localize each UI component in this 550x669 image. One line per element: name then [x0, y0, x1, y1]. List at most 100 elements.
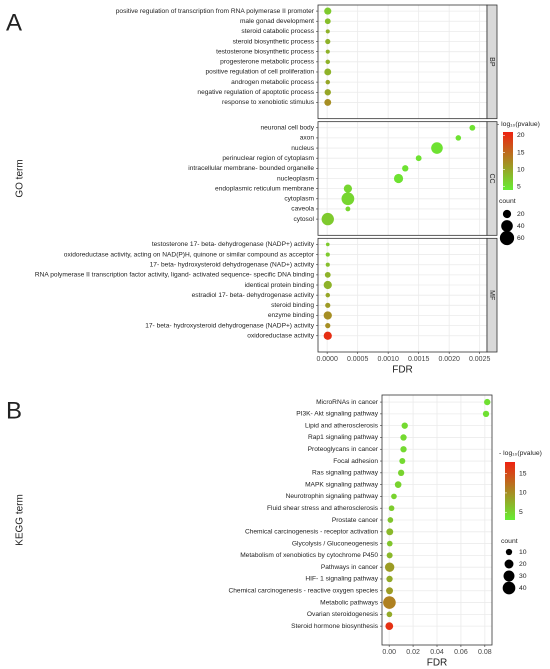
term-label: response to xenobiotic stimulus: [222, 99, 315, 106]
bubble: [386, 528, 394, 536]
bubble: [325, 38, 331, 45]
bubble: [383, 596, 396, 609]
term-label: oxidoreductase activity, acting on NAD(P…: [64, 251, 315, 258]
bubble: [400, 434, 407, 441]
size-key: [504, 559, 514, 569]
term-label: perinuclear region of cytoplasm: [222, 155, 314, 162]
bubble: [394, 481, 402, 488]
bubble: [387, 517, 394, 523]
facet-strip: [486, 4, 498, 120]
x-axis-title: FDR: [392, 365, 413, 376]
term-label: cytoplasm: [284, 196, 314, 203]
term-label: Prostate cancer: [332, 517, 379, 524]
term-label: PI3K- Akt signaling pathway: [296, 411, 378, 418]
facet-strip: [486, 237, 498, 353]
bubble: [343, 184, 353, 193]
term-label: MicroRNAs in cancer: [316, 399, 379, 406]
term-label: progesterone metabolic process: [220, 59, 315, 66]
term-label: oxidoreductase activity: [247, 333, 314, 340]
x-tick-label: 0.0005: [347, 356, 369, 363]
x-tick-label: 0.08: [478, 649, 492, 656]
term-label: intracellular membrane- bounded organell…: [188, 165, 314, 172]
term-label: Steroid hormone biosynthesis: [291, 623, 379, 630]
bubble: [455, 135, 462, 141]
term-label: Chemical carcinogenesis - receptor activ…: [245, 529, 378, 536]
bubble: [324, 89, 331, 96]
legend-tick-label: 15: [519, 470, 527, 477]
bubble: [401, 422, 408, 429]
bubble: [325, 252, 330, 257]
size-key: [502, 581, 516, 595]
term-label: caveola: [291, 206, 314, 213]
panel-label: A: [6, 9, 22, 36]
color-bar: [503, 132, 513, 190]
term-label: cytosol: [293, 216, 314, 223]
term-label: male gonad development: [240, 18, 314, 25]
bubble: [325, 59, 331, 65]
bubble: [323, 280, 332, 290]
bubble: [484, 398, 491, 406]
bubble: [325, 79, 331, 85]
term-label: steroid catabolic process: [241, 28, 314, 35]
bubble: [397, 469, 405, 476]
legend-tick-label: 20: [517, 211, 525, 218]
term-label: Glycolysis / Gluconeogenesis: [292, 540, 379, 547]
size-key: [502, 209, 512, 219]
bubble: [388, 505, 395, 512]
bubble: [386, 587, 393, 595]
bubble: [386, 552, 393, 559]
term-label: Chemical carcinogenesis - reactive oxyge…: [228, 588, 378, 595]
bubble: [324, 98, 332, 106]
term-label: testosterone 17- beta- dehydrogenase (NA…: [152, 241, 315, 248]
bubble: [324, 271, 331, 278]
x-tick-label: 0.00: [382, 649, 396, 656]
bubble: [323, 331, 332, 340]
bubble: [324, 18, 331, 25]
x-tick-label: 0.04: [430, 649, 444, 656]
bubble: [325, 302, 331, 308]
term-label: enzyme binding: [268, 312, 315, 319]
color-bar: [505, 462, 515, 520]
legend-tick-label: 40: [517, 223, 525, 230]
term-label: 17- beta- hydroxysteroid dehydrogenase (…: [150, 261, 315, 268]
bubble: [325, 29, 330, 34]
bubble: [391, 493, 397, 500]
legend-title: - log₁₀(pvalue): [497, 121, 540, 128]
term-label: estradiol 17- beta- dehydrogenase activi…: [192, 292, 315, 299]
bubble: [400, 446, 407, 453]
legend-tick-label: 5: [517, 183, 521, 190]
term-label: Metabolic pathways: [320, 599, 379, 606]
term-label: identical protein binding: [245, 282, 315, 289]
term-label: Proteoglycans in cancer: [308, 446, 379, 453]
bubble: [386, 540, 393, 547]
size-key: [503, 570, 515, 582]
bubble: [321, 212, 334, 226]
term-label: Neurotrophin signaling pathway: [286, 493, 379, 500]
size-key: [505, 548, 513, 556]
term-label: endoplasmic reticulum membrane: [215, 185, 314, 192]
term-label: HIF- 1 signaling pathway: [305, 576, 378, 583]
term-label: 17- beta- hydroxysteroid dehydrogenase (…: [145, 322, 314, 329]
term-label: nucleoplasm: [277, 175, 315, 182]
bubble: [399, 458, 406, 465]
term-label: Metabolism of xenobiotics by cytochrome …: [240, 552, 378, 559]
term-label: steroid biosynthetic process: [233, 38, 315, 45]
term-label: axon: [300, 135, 315, 142]
bubble: [431, 142, 443, 154]
bubble: [482, 410, 490, 418]
legend-tick-label: 10: [519, 549, 527, 556]
legend-tick-label: 5: [519, 509, 523, 516]
bubble: [469, 124, 476, 131]
legend-title: count: [501, 538, 518, 545]
bubble: [325, 323, 331, 329]
bubble: [385, 622, 394, 631]
legend-tick-label: 40: [519, 585, 527, 592]
bubble: [324, 68, 332, 76]
bubble: [325, 242, 330, 247]
legend-tick-label: 20: [517, 132, 525, 139]
legend-tick-label: 10: [517, 166, 525, 173]
term-label: RNA polymerase II transcription factor a…: [35, 272, 314, 279]
term-label: negative regulation of apoptotic process: [197, 89, 314, 96]
legend-tick-label: 10: [519, 490, 527, 497]
term-label: testosterone biosynthetic process: [216, 48, 315, 55]
